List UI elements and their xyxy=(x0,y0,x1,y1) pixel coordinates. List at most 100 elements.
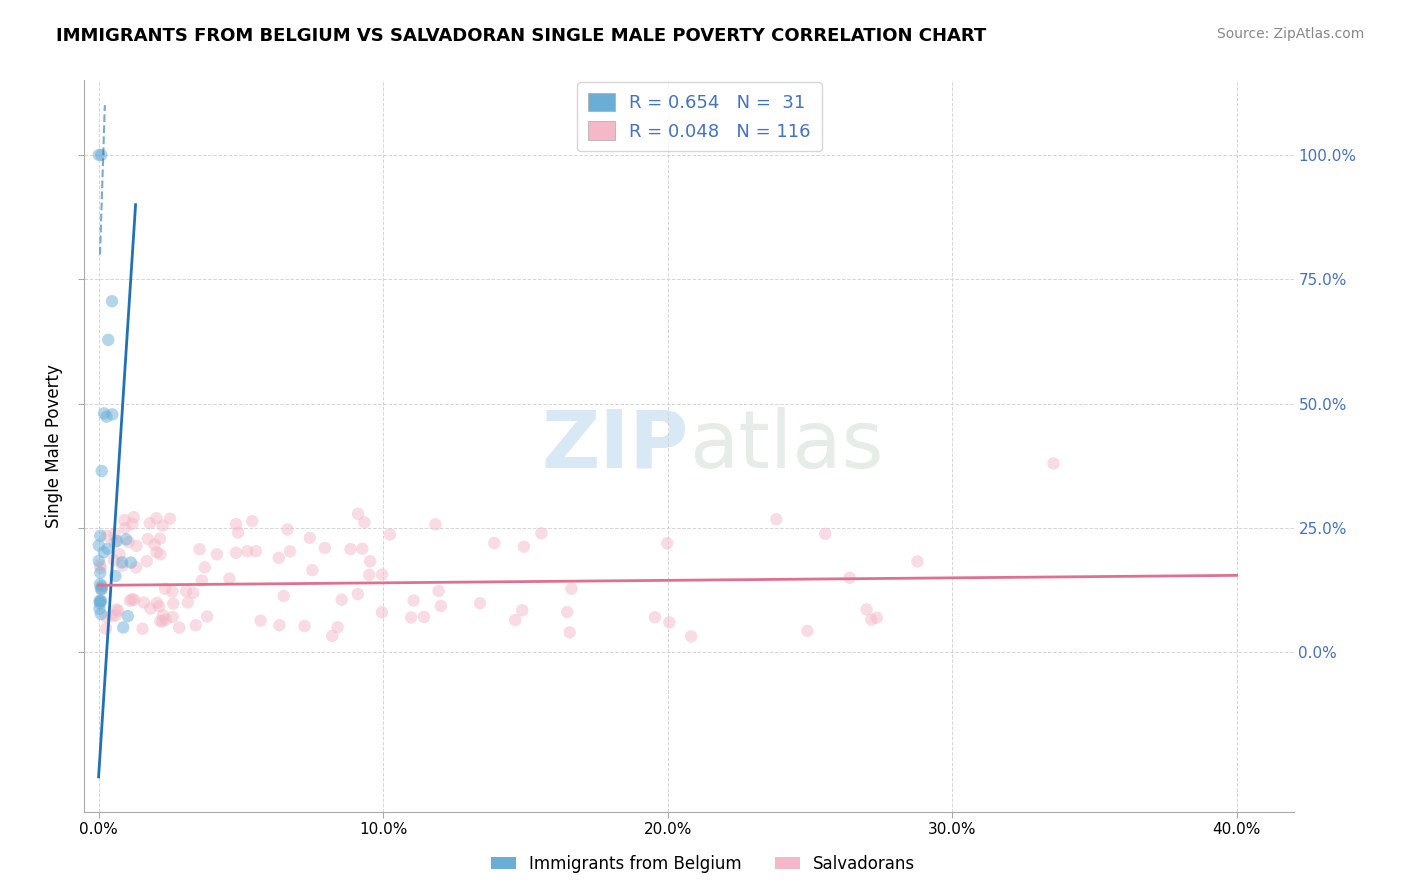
Point xyxy=(560,582,582,596)
Point xyxy=(89,529,111,543)
Point xyxy=(159,511,181,525)
Point xyxy=(118,535,141,549)
Point xyxy=(681,629,703,643)
Point xyxy=(112,620,135,634)
Point xyxy=(347,507,370,521)
Point xyxy=(245,544,267,558)
Point xyxy=(339,542,361,557)
Point xyxy=(148,599,170,614)
Point xyxy=(145,511,167,525)
Point xyxy=(298,531,321,545)
Point xyxy=(87,148,110,162)
Point xyxy=(225,517,247,532)
Point xyxy=(89,566,111,580)
Point xyxy=(94,622,117,636)
Point xyxy=(240,514,263,528)
Point xyxy=(236,544,259,558)
Point xyxy=(205,547,228,561)
Point xyxy=(115,533,138,547)
Point xyxy=(89,558,111,573)
Point xyxy=(96,610,118,624)
Point xyxy=(513,540,536,554)
Point xyxy=(162,597,184,611)
Point xyxy=(125,539,148,553)
Text: Source: ZipAtlas.com: Source: ZipAtlas.com xyxy=(1216,27,1364,41)
Point xyxy=(122,592,145,607)
Point xyxy=(93,545,115,559)
Point xyxy=(425,517,447,532)
Point xyxy=(155,613,177,627)
Point xyxy=(90,607,112,621)
Point xyxy=(97,541,120,556)
Point xyxy=(399,610,422,624)
Point xyxy=(468,596,491,610)
Point xyxy=(167,621,190,635)
Point xyxy=(657,536,679,550)
Point xyxy=(195,609,218,624)
Point xyxy=(97,333,120,347)
Point xyxy=(149,532,172,546)
Point xyxy=(125,560,148,574)
Point xyxy=(330,592,353,607)
Point xyxy=(359,554,381,568)
Point xyxy=(89,594,111,608)
Point xyxy=(111,555,134,569)
Point xyxy=(149,614,172,628)
Point xyxy=(314,541,336,555)
Point xyxy=(118,594,141,608)
Point xyxy=(114,521,136,535)
Point xyxy=(294,619,316,633)
Point xyxy=(177,596,200,610)
Point xyxy=(143,537,166,551)
Point xyxy=(226,525,249,540)
Point xyxy=(96,409,118,424)
Point xyxy=(371,605,394,619)
Point xyxy=(146,596,169,610)
Point xyxy=(174,584,197,599)
Point xyxy=(218,572,240,586)
Point xyxy=(1042,457,1064,471)
Point xyxy=(108,547,131,561)
Point xyxy=(135,554,157,568)
Point xyxy=(321,629,343,643)
Text: ZIP: ZIP xyxy=(541,407,689,485)
Point xyxy=(860,613,883,627)
Point xyxy=(194,560,217,574)
Point xyxy=(139,516,162,531)
Point xyxy=(101,294,124,309)
Point xyxy=(104,608,127,623)
Point xyxy=(558,625,581,640)
Point xyxy=(89,594,111,608)
Point xyxy=(112,513,135,527)
Point xyxy=(273,589,295,603)
Point xyxy=(90,593,112,607)
Point xyxy=(503,613,526,627)
Point xyxy=(152,608,174,623)
Point xyxy=(104,569,127,583)
Point xyxy=(89,577,111,591)
Point xyxy=(105,534,128,549)
Legend: R = 0.654   N =  31, R = 0.048   N = 116: R = 0.654 N = 31, R = 0.048 N = 116 xyxy=(576,82,821,152)
Point xyxy=(90,582,112,596)
Point xyxy=(346,587,368,601)
Point xyxy=(855,602,877,616)
Point xyxy=(136,532,159,546)
Point xyxy=(89,596,111,610)
Point xyxy=(838,571,860,585)
Point xyxy=(90,582,112,596)
Point xyxy=(301,563,323,577)
Point xyxy=(131,622,153,636)
Point xyxy=(191,574,214,588)
Point xyxy=(121,516,143,531)
Point xyxy=(121,592,143,607)
Point xyxy=(162,610,184,624)
Point xyxy=(644,610,666,624)
Point xyxy=(278,544,301,558)
Point xyxy=(101,609,124,624)
Point xyxy=(104,527,127,541)
Point xyxy=(796,624,818,638)
Point xyxy=(352,541,374,556)
Point xyxy=(359,567,381,582)
Point xyxy=(120,556,142,570)
Point xyxy=(96,529,118,543)
